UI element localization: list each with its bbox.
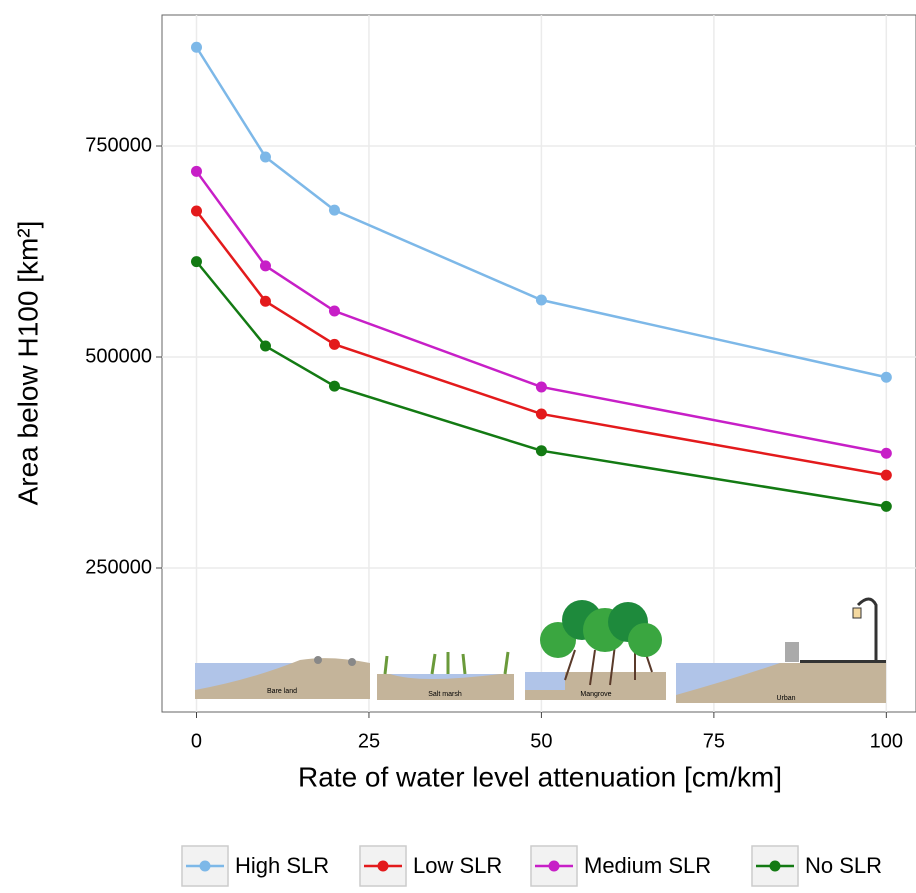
point xyxy=(880,500,892,512)
point xyxy=(535,294,547,306)
point xyxy=(259,260,271,272)
point xyxy=(535,381,547,393)
y-axis-title: Area below H100 [km²] xyxy=(12,221,43,506)
point xyxy=(328,204,340,216)
illustration-label: Mangrove xyxy=(580,691,611,698)
x-tick-label: 50 xyxy=(530,730,552,752)
illustrations: Bare land Salt marsh Mangrove Urban xyxy=(195,597,886,703)
point xyxy=(190,41,202,53)
point xyxy=(535,445,547,457)
point xyxy=(328,380,340,392)
y-tick-label: 750000 xyxy=(85,134,152,156)
x-tick-label: 0 xyxy=(191,730,202,752)
x-tick-label: 25 xyxy=(358,730,380,752)
illustration-label: Salt marsh xyxy=(428,691,462,698)
point xyxy=(259,340,271,352)
point xyxy=(259,295,271,307)
point xyxy=(190,256,202,268)
plot-panel xyxy=(161,14,916,713)
point xyxy=(328,338,340,350)
point xyxy=(880,469,892,481)
y-tick-label: 250000 xyxy=(85,556,152,578)
point xyxy=(190,205,202,217)
point xyxy=(535,408,547,420)
x-axis-title: Rate of water level attenuation [cm/km] xyxy=(298,761,782,792)
legend-point xyxy=(548,860,560,872)
legend-label: Medium SLR xyxy=(584,853,711,878)
legend-label: High SLR xyxy=(235,853,329,878)
legend-label: No SLR xyxy=(805,853,882,878)
y-tick-label: 500000 xyxy=(85,345,152,367)
x-tick-label: 100 xyxy=(870,730,903,752)
illustration-label: Bare land xyxy=(267,688,297,695)
point xyxy=(259,151,271,163)
legend-label: Low SLR xyxy=(413,853,502,878)
x-tick-label: 75 xyxy=(703,730,725,752)
point xyxy=(328,305,340,317)
illustration-label: Urban xyxy=(776,695,795,702)
legend-point xyxy=(769,860,781,872)
point xyxy=(880,447,892,459)
point xyxy=(880,371,892,383)
point xyxy=(190,165,202,177)
legend-point xyxy=(199,860,211,872)
legend-point xyxy=(377,860,389,872)
